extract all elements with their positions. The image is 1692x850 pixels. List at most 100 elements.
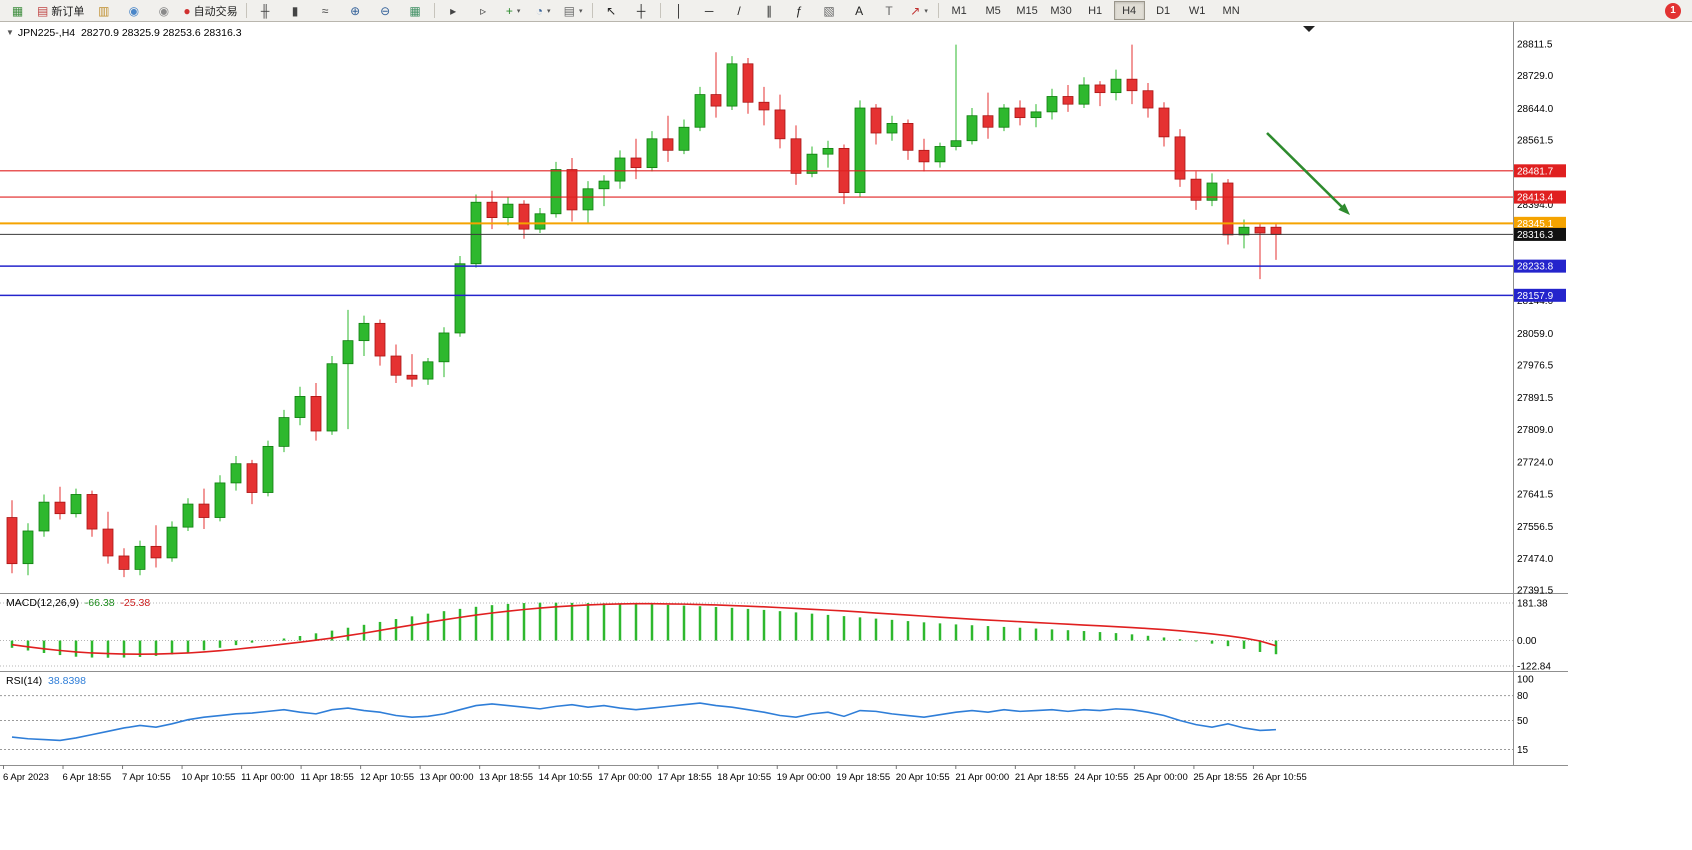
candle-body [486,201,498,219]
price-axis[interactable] [1514,22,1574,765]
navigator-button[interactable]: ◉ [149,0,178,21]
time-axis-label: 6 Apr 2023 [3,772,49,783]
timeframe-m30[interactable]: M30 [1050,4,1072,17]
candle-body [278,417,290,447]
arrows-icon: ↗ [910,3,921,18]
candle-body [854,107,866,194]
timeframe-m15[interactable]: M15 [1016,4,1038,17]
candle-body [598,180,610,190]
tile-windows-button[interactable]: ▦ [401,0,430,21]
auto-scroll-icon: ▸ [450,3,457,18]
price-axis-label: 28811.5 [1517,40,1553,51]
chart-title: ▼ JPN225-,H4 28270.9 28325.9 28253.6 2831… [6,27,242,39]
trend-arrow-annotation[interactable] [1266,132,1350,215]
channel-button[interactable]: ∥ [755,0,784,21]
profile-charts-button[interactable]: ▥ [89,0,118,21]
market-watch-button[interactable]: ◉ [119,0,148,21]
macd-main-value: -66.38 [84,597,115,609]
time-axis-label: 21 Apr 18:55 [1015,772,1069,783]
fibonacci-button[interactable]: ƒ [785,0,814,21]
candle-body [710,94,722,107]
macd-axis-label: 181.38 [1517,599,1548,610]
text-button[interactable]: A [845,0,874,21]
candle-body [566,169,578,211]
new-chart-button[interactable]: ▦ [3,0,32,21]
candle-body [1126,78,1138,92]
toolbar-separator [659,3,661,18]
candle-body [694,94,706,128]
line-chart-button[interactable]: ≈ [311,0,340,21]
candle-body [966,115,978,142]
vertical-line-button[interactable]: │ [665,0,694,21]
periods-button[interactable]: ◔ ▾ [529,0,558,21]
time-axis[interactable] [0,765,1513,787]
cursor-button[interactable]: ↖ [597,0,626,21]
candle-body [662,138,674,151]
zoom-in-button[interactable]: ⊕ [341,0,370,21]
candlestick-chart-button[interactable]: ▮ [281,0,310,21]
candle-body [38,501,50,532]
horizontal-line-icon: ─ [704,3,714,18]
timeframe-buttons: M1 M5 M15 M30 H1 H4 D1 W1 MN [943,1,1248,20]
auto-scroll-button[interactable]: ▸ [439,0,468,21]
crosshair-button[interactable]: ┼ [627,0,656,21]
trendline-button[interactable]: / [725,0,754,21]
candle-body [902,123,914,151]
timeframe-h1[interactable]: H1 [1088,4,1103,17]
candle-body [1014,107,1026,119]
candle-body [518,203,530,230]
timeframe-d1[interactable]: D1 [1156,4,1171,17]
zoom-out-button[interactable]: ⊖ [371,0,400,21]
candle-body [502,203,514,219]
candle-body [166,526,178,559]
notification-badge[interactable]: 1 [1665,2,1681,19]
rsi-axis-label: 100 [1517,675,1534,686]
new-order-button[interactable]: ▤ 新订单 [33,0,88,21]
templates-button[interactable]: ▤ ▾ [559,0,588,21]
candle-body [406,374,418,380]
candle-body [326,363,338,432]
candle-body [614,157,626,182]
candle-body [886,123,898,134]
timeframe-h4[interactable]: H4 [1113,1,1145,20]
candle-body [262,445,274,493]
candle-body [1046,96,1058,113]
price-line-label-box [1514,288,1566,302]
indicators-button[interactable]: + ▾ [499,0,528,21]
candle-body [998,107,1010,128]
candle-body [870,107,882,134]
auto-trading-button[interactable]: ● 自动交易 [179,0,241,21]
label-button[interactable]: T [875,0,904,21]
candle-body [630,157,642,169]
new-order-icon: ▤ [37,3,49,18]
price-axis-label: 27809.0 [1517,425,1554,436]
shapes-button[interactable]: ▧ [815,0,844,21]
time-axis-label: 19 Apr 00:00 [777,772,831,783]
chart-shift-button[interactable]: ▹ [469,0,498,21]
chart-plot-area[interactable] [0,22,1513,593]
candle-body [1142,90,1154,109]
candle-body [134,545,146,570]
timeframe-m5[interactable]: M5 [985,4,1001,17]
candle-body [150,545,162,559]
chevron-down-icon: ▾ [516,7,521,15]
candle-body [534,213,546,230]
channel-icon: ∥ [766,3,773,18]
timeframe-mn[interactable]: MN [1222,4,1240,17]
timeframe-w1[interactable]: W1 [1188,4,1206,17]
trend-arrow-head [1338,203,1350,215]
arrows-button[interactable]: ↗ ▾ [905,0,934,21]
chart-canvas[interactable]: 28811.528729.028644.028561.528394.028144… [0,22,1692,850]
macd-histogram [10,602,1278,658]
timeframe-m1[interactable]: M1 [951,4,967,17]
bar-chart-button[interactable]: ╫ [251,0,280,21]
toolbar-separator [245,3,247,18]
trendline-icon: / [737,3,741,18]
horizontal-line-button[interactable]: ─ [695,0,724,21]
price-axis-label: 28394.0 [1517,200,1554,211]
chevron-down-icon: ▾ [579,7,583,15]
macd-indicator-label: MACD(12,26,9) -66.38 -25.38 [6,597,150,609]
auto-trading-icon: ● [183,3,191,18]
time-axis-label: 25 Apr 00:00 [1134,772,1188,783]
candle-body [726,63,738,107]
